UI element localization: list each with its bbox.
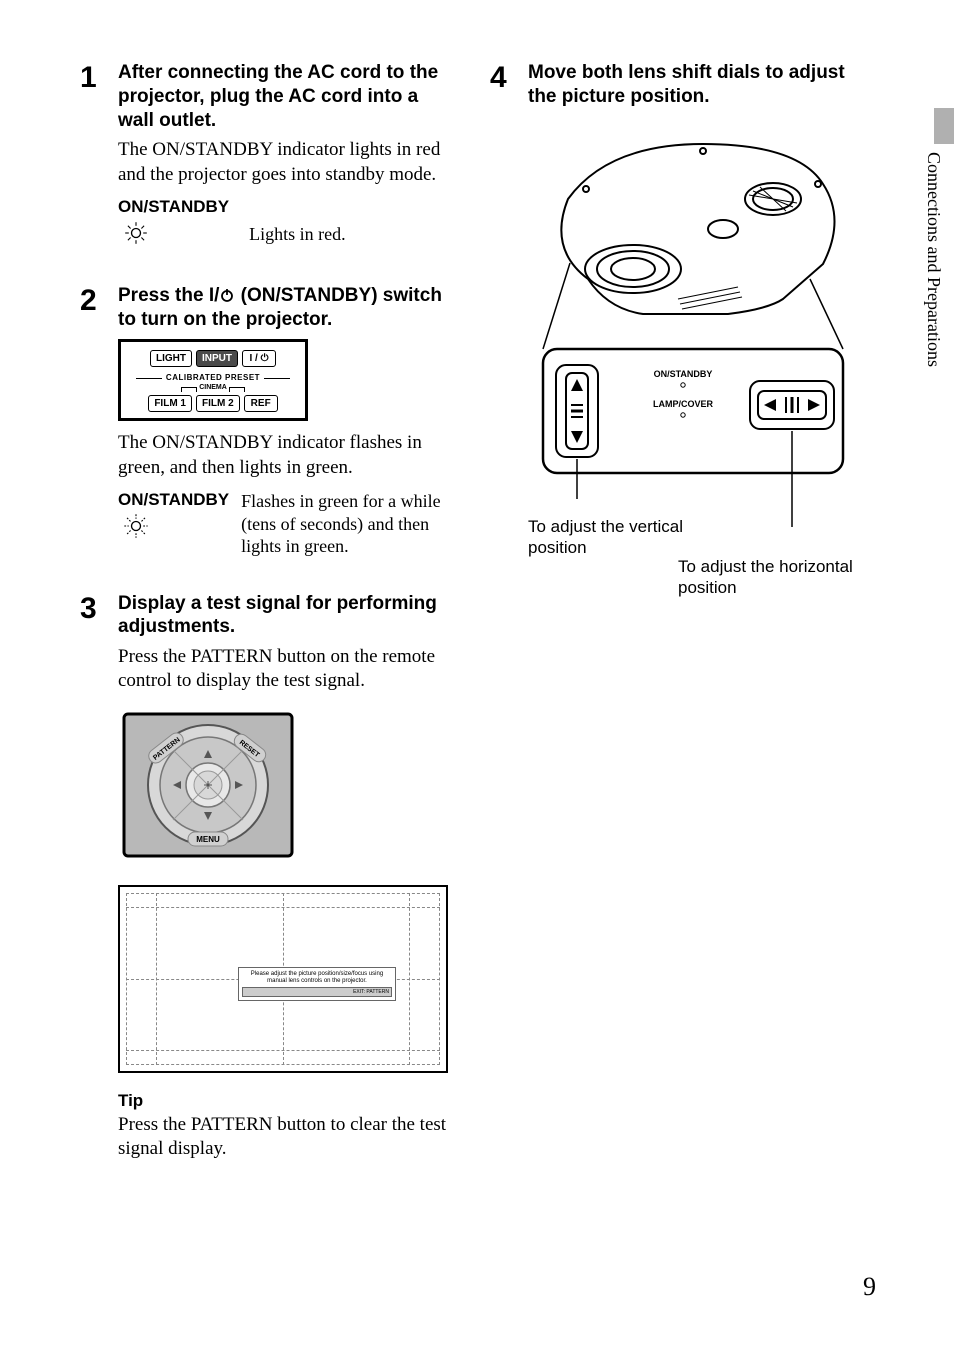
step-body: Move both lens shift dials to adjust the…: [528, 61, 860, 620]
panel-caption: CALIBRATED PRESET: [127, 373, 299, 382]
panel-button-power: I / ⏻: [242, 350, 276, 367]
step-number: 3: [80, 592, 118, 624]
onstandby-text: ON/STANDBY: [654, 369, 713, 379]
indicator-label: ON/STANDBY: [118, 490, 229, 510]
step-number: 2: [80, 284, 118, 316]
panel-button-film2: FILM 2: [196, 395, 240, 412]
panel-row-1: LIGHT INPUT I / ⏻: [127, 350, 299, 367]
step-body: Press the I/ (ON/STANDBY) switch to turn…: [118, 284, 450, 572]
indicator-row: ON/STANDBY: [118, 490, 450, 558]
caption-horizontal: To adjust the horizontal position: [678, 556, 868, 599]
tip-heading: Tip: [118, 1091, 450, 1111]
side-tab-marker: [934, 108, 954, 144]
control-panel-diagram: LIGHT INPUT I / ⏻ CALIBRATED PRESET CINE…: [118, 339, 308, 421]
step-4: 4 Move both lens shift dials to adjust t…: [490, 61, 860, 620]
tip-body: Press the PATTERN button to clear the te…: [118, 1113, 450, 1162]
panel-subcaption: CINEMA: [127, 384, 299, 392]
lampcover-text: LAMP/COVER: [653, 399, 714, 409]
step-1: 1 After connecting the AC cord to the pr…: [80, 61, 450, 266]
diagram-captions: To adjust the vertical position To adjus…: [528, 540, 860, 620]
panel-caption-text: CALIBRATED PRESET: [166, 373, 260, 382]
step-3: 3 Display a test signal for performing a…: [80, 592, 450, 1162]
panel-button-film1: FILM 1: [148, 395, 192, 412]
indicator-block: ON/STANDBY: [118, 490, 229, 545]
panel-button-input: INPUT: [196, 350, 238, 367]
indicator-row: ON/STANDBY: [118, 197, 450, 252]
remote-dpad-diagram: PATTERN RESET MENU: [118, 710, 298, 860]
test-signal-text: Please adjust the picture position/size/…: [242, 971, 392, 985]
step-heading: Display a test signal for performing adj…: [118, 592, 450, 640]
menu-label: MENU: [196, 835, 220, 844]
step-number: 4: [490, 61, 528, 93]
power-icon: [219, 287, 235, 303]
panel-subcaption-text: CINEMA: [199, 384, 227, 391]
step-body: After connecting the AC cord to the proj…: [118, 61, 450, 266]
projector-diagram: ON/STANDBY LAMP/COVER: [528, 129, 858, 529]
step-text: The ON/STANDBY indicator flashes in gree…: [118, 431, 450, 480]
step-2: 2 Press the I/ (ON/STANDBY) switch to tu…: [80, 284, 450, 572]
step-text: Press the PATTERN button on the remote c…: [118, 645, 450, 694]
caption-vertical: To adjust the vertical position: [528, 516, 698, 559]
led-icon: [118, 219, 154, 247]
step-heading: Press the I/ (ON/STANDBY) switch to turn…: [118, 284, 450, 332]
step-heading: Move both lens shift dials to adjust the…: [528, 61, 860, 109]
heading-prefix: Press the I/: [118, 285, 219, 306]
left-column: 1 After connecting the AC cord to the pr…: [80, 55, 450, 1161]
panel-button-ref: REF: [244, 395, 278, 412]
side-tab: Connections and Preparations: [914, 108, 954, 428]
panel-row-2: FILM 1 FILM 2 REF: [127, 395, 299, 412]
indicator-note: Flashes in green for a while (tens of se…: [241, 490, 450, 558]
side-tab-label: Connections and Preparations: [923, 152, 944, 367]
step-number: 1: [80, 61, 118, 93]
indicator-note: Lights in red.: [249, 197, 346, 246]
right-column: 4 Move both lens shift dials to adjust t…: [490, 55, 860, 1161]
page: Connections and Preparations 1 After con…: [0, 0, 954, 1352]
step-body: Display a test signal for performing adj…: [118, 592, 450, 1162]
content-columns: 1 After connecting the AC cord to the pr…: [80, 55, 894, 1161]
led-icon: [118, 512, 154, 540]
test-signal-message: Please adjust the picture position/size/…: [238, 967, 396, 1001]
indicator-block: ON/STANDBY: [118, 197, 229, 252]
panel-button-light: LIGHT: [150, 350, 192, 367]
test-signal-sub: EXIT: PATTERN: [242, 987, 392, 997]
indicator-label: ON/STANDBY: [118, 197, 229, 217]
step-heading: After connecting the AC cord to the proj…: [118, 61, 450, 132]
page-number: 9: [863, 1272, 876, 1302]
step-text: The ON/STANDBY indicator lights in red a…: [118, 138, 450, 187]
test-signal-diagram: Please adjust the picture position/size/…: [118, 885, 448, 1073]
